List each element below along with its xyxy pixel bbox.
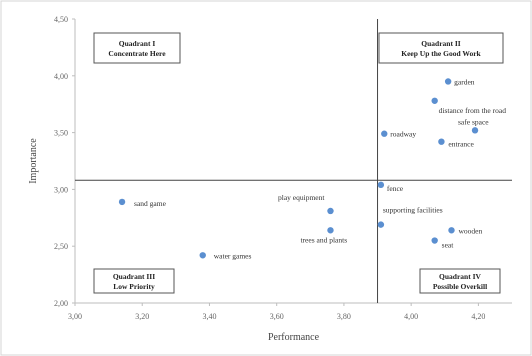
data-point: [444, 78, 452, 85]
y-tick-label: 2,50: [54, 242, 68, 251]
quadrant-subtitle: Low Priority: [113, 282, 155, 291]
data-point: [471, 127, 479, 134]
y-tick-label: 2,00: [54, 299, 68, 308]
data-point-label: garden: [454, 77, 475, 86]
quadrant-subtitle: Keep Up the Good Work: [401, 49, 481, 58]
data-point-label: fence: [387, 184, 404, 193]
data-point: [381, 130, 388, 137]
y-axis-title: Importance: [28, 138, 39, 184]
y-tick-label: 3,50: [54, 129, 68, 138]
x-tick-label: 3,40: [202, 312, 216, 321]
data-point-label: supporting facilities: [383, 206, 443, 215]
data-point-label: roadway: [390, 130, 416, 139]
x-axis-title: Performance: [268, 332, 320, 343]
quadrant-title: Quadrant III: [113, 272, 155, 281]
quadrant-box: [93, 268, 175, 294]
x-tick-label: 3,80: [337, 312, 351, 321]
data-point-label: seat: [442, 241, 455, 250]
data-point-label: water games: [214, 251, 252, 260]
quadrant-subtitle: Concentrate Here: [108, 49, 166, 58]
x-tick-label: 3,60: [270, 312, 284, 321]
quadrant-box: [93, 32, 181, 64]
x-tick-label: 4,20: [471, 312, 485, 321]
data-point: [377, 181, 385, 189]
data-point-label: entrance: [448, 140, 474, 149]
x-tick-label: 4,00: [404, 312, 418, 321]
data-point: [448, 227, 455, 234]
quadrant-box: [419, 268, 501, 294]
data-point: [438, 138, 445, 145]
data-point-label: wooden: [458, 226, 482, 235]
y-tick-label: 4,00: [54, 72, 68, 81]
data-point: [199, 252, 206, 259]
quadrant-subtitle: Possible Overkill: [433, 282, 487, 291]
data-point-label: sand game: [134, 199, 167, 208]
data-point-label: play equipment: [278, 193, 325, 202]
x-tick-label: 3,00: [68, 312, 82, 321]
data-point: [327, 227, 334, 234]
data-point: [327, 207, 334, 215]
data-point: [377, 221, 385, 228]
y-tick-label: 4,50: [54, 15, 68, 24]
data-point-label: safe space: [458, 117, 489, 126]
data-point: [431, 97, 438, 104]
quadrant-box: [378, 32, 504, 64]
quadrant-title: Quadrant II: [421, 39, 460, 48]
quadrant-title: Quadrant IV: [439, 272, 481, 281]
x-tick-label: 3,20: [135, 312, 149, 321]
data-point-label: distance from the road: [439, 106, 507, 115]
quadrant-title: Quadrant I: [119, 39, 156, 48]
data-point: [118, 198, 126, 206]
y-tick-label: 3,00: [54, 185, 68, 194]
data-point: [431, 237, 438, 244]
data-point-label: trees and plants: [300, 235, 347, 244]
